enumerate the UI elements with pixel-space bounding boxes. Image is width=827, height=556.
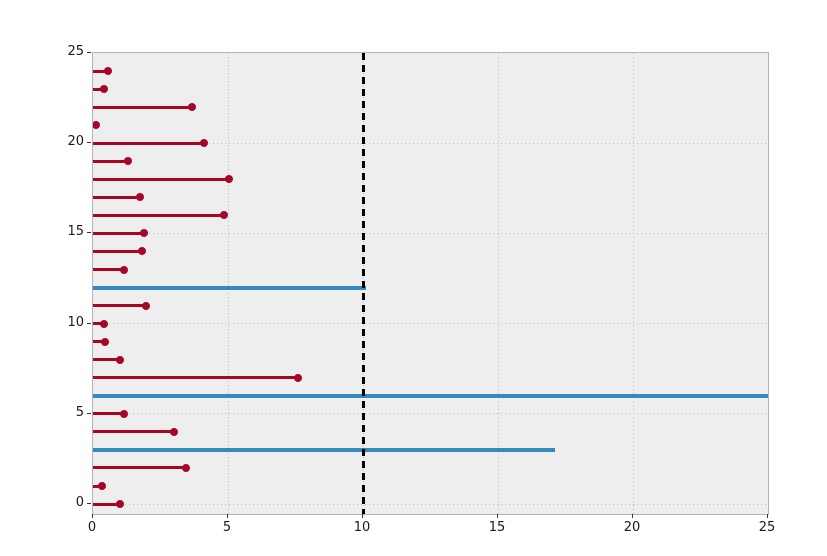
red-stems-stem-y2 xyxy=(93,466,187,470)
y-tick-20 xyxy=(87,142,91,144)
x-tick-label-15: 15 xyxy=(488,520,506,535)
y-tick-5 xyxy=(87,412,91,414)
x-tick-10 xyxy=(362,514,363,518)
red-stems-stem-y23 xyxy=(93,87,104,91)
x-tick-label-5: 5 xyxy=(222,520,232,535)
red-stems-stem-y18 xyxy=(93,177,230,181)
red-stems-stem-y13 xyxy=(93,268,125,272)
red-stems-marker-y21 xyxy=(93,121,100,130)
red-stems-marker-y14 xyxy=(137,247,146,256)
red-stems-marker-y1 xyxy=(98,482,107,491)
reference-dashed-line xyxy=(361,53,365,514)
red-stems-stem-y19 xyxy=(93,159,129,163)
red-stems-marker-y9 xyxy=(101,337,110,346)
y-tick-label-25: 25 xyxy=(67,44,84,59)
red-stems-marker-y24 xyxy=(103,67,112,76)
blue-lines-stem-y3 xyxy=(93,447,555,452)
red-stems-stem-y1 xyxy=(93,484,103,488)
red-stems-stem-y20 xyxy=(93,141,204,145)
x-tick-25 xyxy=(767,514,768,518)
red-stems-marker-y23 xyxy=(99,85,108,94)
red-stems-stem-y9 xyxy=(93,340,106,344)
red-stems-stem-y7 xyxy=(93,376,299,380)
y-tick-label-15: 15 xyxy=(67,224,84,240)
y-tick-label-10: 10 xyxy=(67,314,84,330)
red-stems-stem-y8 xyxy=(93,358,120,362)
y-tick-25 xyxy=(87,52,91,53)
gridline-horizontal-0 xyxy=(93,503,768,505)
red-stems-marker-y11 xyxy=(141,301,150,310)
red-stems-stem-y17 xyxy=(93,195,141,199)
red-stems-stem-y5 xyxy=(93,412,125,416)
x-tick-0 xyxy=(92,514,93,518)
gridline-horizontal-20 xyxy=(93,142,768,144)
red-stems-marker-y5 xyxy=(120,409,129,418)
red-stems-stem-y10 xyxy=(93,322,104,326)
red-stems-stem-y16 xyxy=(93,213,224,217)
y-tick-label-5: 5 xyxy=(75,404,84,420)
red-stems-marker-y0 xyxy=(116,500,124,509)
gridline-vertical-15 xyxy=(497,53,499,514)
x-tick-label-0: 0 xyxy=(87,520,97,535)
gridline-vertical-5 xyxy=(227,53,229,514)
red-stems-stem-y4 xyxy=(93,430,174,434)
red-stems-marker-y15 xyxy=(140,229,149,238)
x-tick-label-20: 20 xyxy=(623,520,641,535)
y-tick-15 xyxy=(87,232,91,234)
red-stems-marker-y8 xyxy=(116,355,124,364)
y-tick-label-0: 0 xyxy=(75,495,84,511)
red-stems-stem-y22 xyxy=(93,105,192,109)
x-tick-20 xyxy=(632,514,633,518)
red-stems-marker-y7 xyxy=(294,373,303,382)
red-stems-stem-y0 xyxy=(93,502,120,506)
red-stems-marker-y10 xyxy=(99,319,108,328)
y-tick-0 xyxy=(87,503,91,505)
red-stems-marker-y18 xyxy=(225,175,234,184)
red-stems-marker-y19 xyxy=(124,157,133,166)
red-stems-stem-y24 xyxy=(93,69,108,73)
gridline-horizontal-5 xyxy=(93,413,768,415)
gridline-vertical-20 xyxy=(632,53,634,514)
x-tick-15 xyxy=(497,514,498,518)
blue-lines-stem-y6 xyxy=(93,393,768,398)
blue-lines-stem-y12 xyxy=(93,285,366,290)
gridline-horizontal-15 xyxy=(93,232,768,234)
y-tick-label-20: 20 xyxy=(67,134,84,150)
red-stems-marker-y4 xyxy=(170,427,178,436)
x-tick-label-10: 10 xyxy=(353,520,371,535)
red-stems-stem-y11 xyxy=(93,304,146,308)
red-stems-marker-y22 xyxy=(187,103,196,112)
plot-area xyxy=(92,52,769,515)
red-stems-marker-y17 xyxy=(136,193,145,202)
red-stems-stem-y15 xyxy=(93,231,145,235)
red-stems-stem-y14 xyxy=(93,249,142,253)
x-tick-5 xyxy=(227,514,228,518)
red-stems-marker-y20 xyxy=(199,139,208,148)
red-stems-marker-y2 xyxy=(182,463,191,472)
gridline-horizontal-10 xyxy=(93,323,768,325)
red-stems-marker-y13 xyxy=(120,265,129,274)
y-tick-10 xyxy=(87,322,91,324)
red-stems-marker-y16 xyxy=(219,211,228,220)
x-tick-label-25: 25 xyxy=(758,520,776,535)
